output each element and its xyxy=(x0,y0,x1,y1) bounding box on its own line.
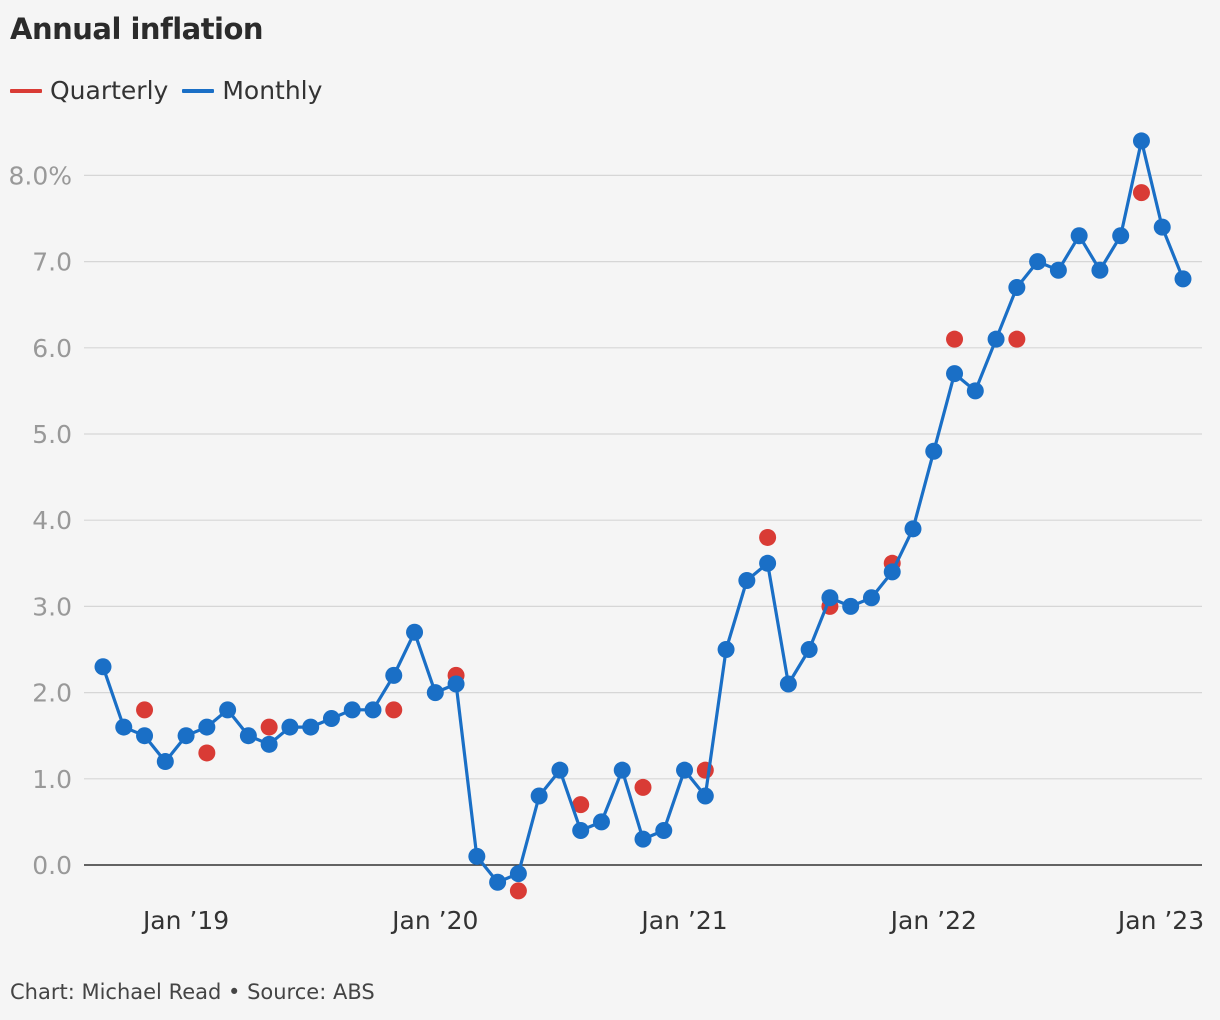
monthly-point xyxy=(904,520,922,538)
monthly-point xyxy=(613,761,631,779)
legend: Quarterly Monthly xyxy=(10,76,336,105)
monthly-point xyxy=(94,658,112,676)
y-tick-label: 1.0 xyxy=(32,765,72,794)
monthly-point xyxy=(572,822,590,840)
monthly-point xyxy=(779,675,797,693)
monthly-point xyxy=(1091,261,1109,279)
monthly-point xyxy=(862,589,880,607)
monthly-point xyxy=(592,813,610,831)
monthly-point xyxy=(1029,253,1047,271)
quarterly-point xyxy=(759,528,777,546)
monthly-point xyxy=(842,597,860,615)
monthly-point xyxy=(489,873,507,891)
monthly-series-line xyxy=(101,139,1185,884)
monthly-point xyxy=(426,684,444,702)
monthly-point xyxy=(260,735,278,753)
y-tick-label: 3.0 xyxy=(32,592,72,621)
monthly-point xyxy=(385,666,403,684)
y-tick-label: 8.0% xyxy=(8,161,72,190)
monthly-point xyxy=(821,589,839,607)
monthly-point xyxy=(281,718,299,736)
quarterly-point xyxy=(1008,330,1026,348)
legend-label-quarterly: Quarterly xyxy=(50,76,169,105)
monthly-point xyxy=(302,718,320,736)
x-tick-label: Jan ’23 xyxy=(1116,906,1204,935)
monthly-point xyxy=(136,727,154,745)
quarterly-point xyxy=(136,701,154,719)
x-tick-label: Jan ’19 xyxy=(141,906,229,935)
monthly-point xyxy=(198,718,216,736)
chart-credit: Chart: Michael Read • Source: ABS xyxy=(10,980,375,1004)
monthly-point xyxy=(738,572,756,590)
monthly-point xyxy=(509,865,527,883)
quarterly-point xyxy=(198,744,216,762)
monthly-point xyxy=(717,641,735,658)
monthly-point xyxy=(364,701,382,719)
quarterly-point xyxy=(572,796,590,814)
quarterly-point xyxy=(385,701,403,719)
monthly-point xyxy=(468,847,486,865)
monthly-point xyxy=(925,442,943,460)
monthly-point xyxy=(177,727,195,745)
legend-item-monthly: Monthly xyxy=(182,76,322,105)
y-tick-label: 4.0 xyxy=(32,506,72,535)
chart-title: Annual inflation xyxy=(10,12,264,46)
quarterly-point xyxy=(260,718,278,736)
monthly-point xyxy=(676,761,694,779)
quarterly-point xyxy=(1132,184,1150,202)
y-tick-label: 5.0 xyxy=(32,420,72,449)
monthly-point xyxy=(219,701,237,719)
y-tick-label: 6.0 xyxy=(32,334,72,363)
monthly-point xyxy=(1049,261,1067,279)
monthly-point xyxy=(655,822,673,840)
monthly-point xyxy=(322,709,340,727)
monthly-point xyxy=(800,641,818,658)
monthly-point xyxy=(696,787,714,805)
monthly-point xyxy=(406,623,424,641)
monthly-point xyxy=(1174,270,1192,288)
monthly-point xyxy=(759,554,777,572)
monthly-point xyxy=(156,753,174,771)
monthly-point xyxy=(1008,278,1026,296)
quarterly-point xyxy=(634,778,652,796)
monthly-point xyxy=(1132,132,1150,150)
y-tick-label: 7.0 xyxy=(32,248,72,277)
legend-item-quarterly: Quarterly xyxy=(10,76,168,105)
x-tick-label: Jan ’21 xyxy=(639,906,727,935)
quarterly-point xyxy=(509,882,527,900)
monthly-point xyxy=(946,365,964,383)
quarterly-point xyxy=(946,330,964,348)
monthly-point xyxy=(239,727,257,745)
x-tick-label: Jan ’20 xyxy=(390,906,478,935)
legend-swatch-monthly xyxy=(182,88,215,93)
monthly-point xyxy=(530,787,548,805)
monthly-point xyxy=(987,330,1005,348)
monthly-point xyxy=(551,761,569,779)
y-tick-label: 0.0 xyxy=(32,851,72,880)
monthly-point xyxy=(115,718,133,736)
monthly-point xyxy=(1112,227,1130,245)
monthly-point xyxy=(447,675,465,693)
y-tick-label: 2.0 xyxy=(32,679,72,708)
legend-label-monthly: Monthly xyxy=(222,76,323,105)
monthly-point xyxy=(343,701,361,719)
monthly-point xyxy=(1153,218,1171,236)
monthly-point xyxy=(883,563,901,581)
x-tick-label: Jan ’22 xyxy=(889,906,977,935)
chart-plot: 8.0% 7.0 6.0 5.0 4.0 3.0 2.0 1.0 0.0 Jan ’19 Jan ’… xyxy=(8,132,1204,935)
legend-swatch-quarterly xyxy=(10,88,42,93)
monthly-point xyxy=(1070,227,1088,245)
monthly-point xyxy=(966,382,984,400)
monthly-point xyxy=(634,830,652,848)
